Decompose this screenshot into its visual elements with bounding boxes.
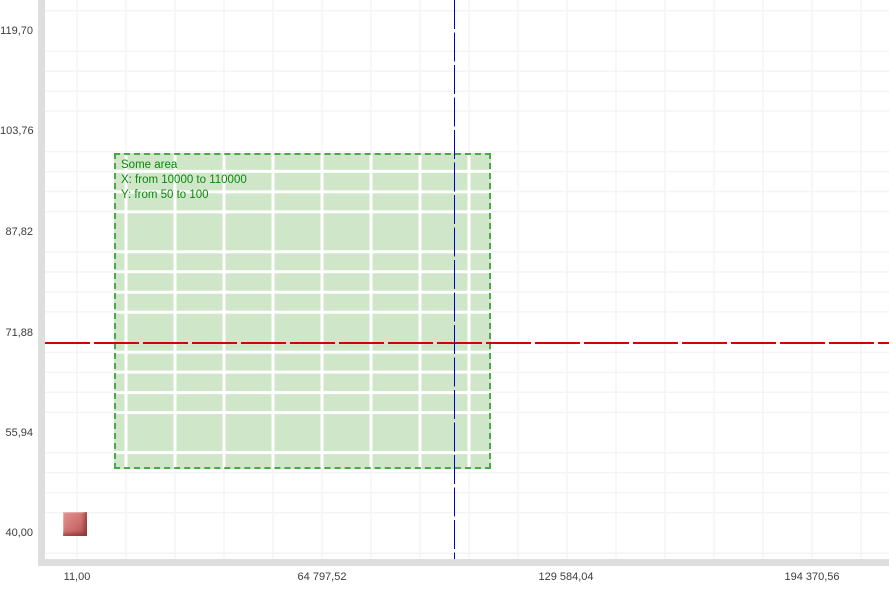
area-annotation-title: Some area (121, 159, 178, 171)
vertical-line-annotation[interactable] (453, 0, 456, 559)
y-axis-tick-label: 55,94 (5, 427, 33, 439)
area-annotation-y-range: Y: from 50 to 100 (121, 189, 209, 201)
area-annotation-x-range: X: from 10000 to 110000 (121, 174, 247, 186)
y-axis-line (38, 0, 45, 566)
x-axis-tick-label: 194 370,56 (784, 571, 840, 583)
area-annotation-label: Some area X: from 10000 to 110000 Y: fro… (121, 158, 247, 203)
horizontal-line-annotation[interactable] (45, 342, 889, 344)
x-axis-line (38, 559, 889, 566)
x-axis-tick-label: 129 584,04 (538, 571, 594, 583)
plot-area[interactable]: Some area X: from 10000 to 110000 Y: fro… (45, 0, 889, 559)
y-axis-tick-label: 71,88 (5, 327, 33, 339)
x-axis-tick-label: 64 797,52 (297, 571, 347, 583)
x-axis-tick-label: 11,00 (63, 571, 91, 583)
y-axis-tick-label: 87,82 (5, 226, 33, 238)
area-annotation[interactable]: Some area X: from 10000 to 110000 Y: fro… (114, 153, 491, 469)
y-axis-tick-label: 103,76 (0, 125, 34, 137)
y-axis-tick-label: 119,70 (0, 25, 33, 37)
y-axis-tick-label: 40,00 (5, 527, 33, 539)
data-point-marker[interactable] (63, 512, 87, 536)
